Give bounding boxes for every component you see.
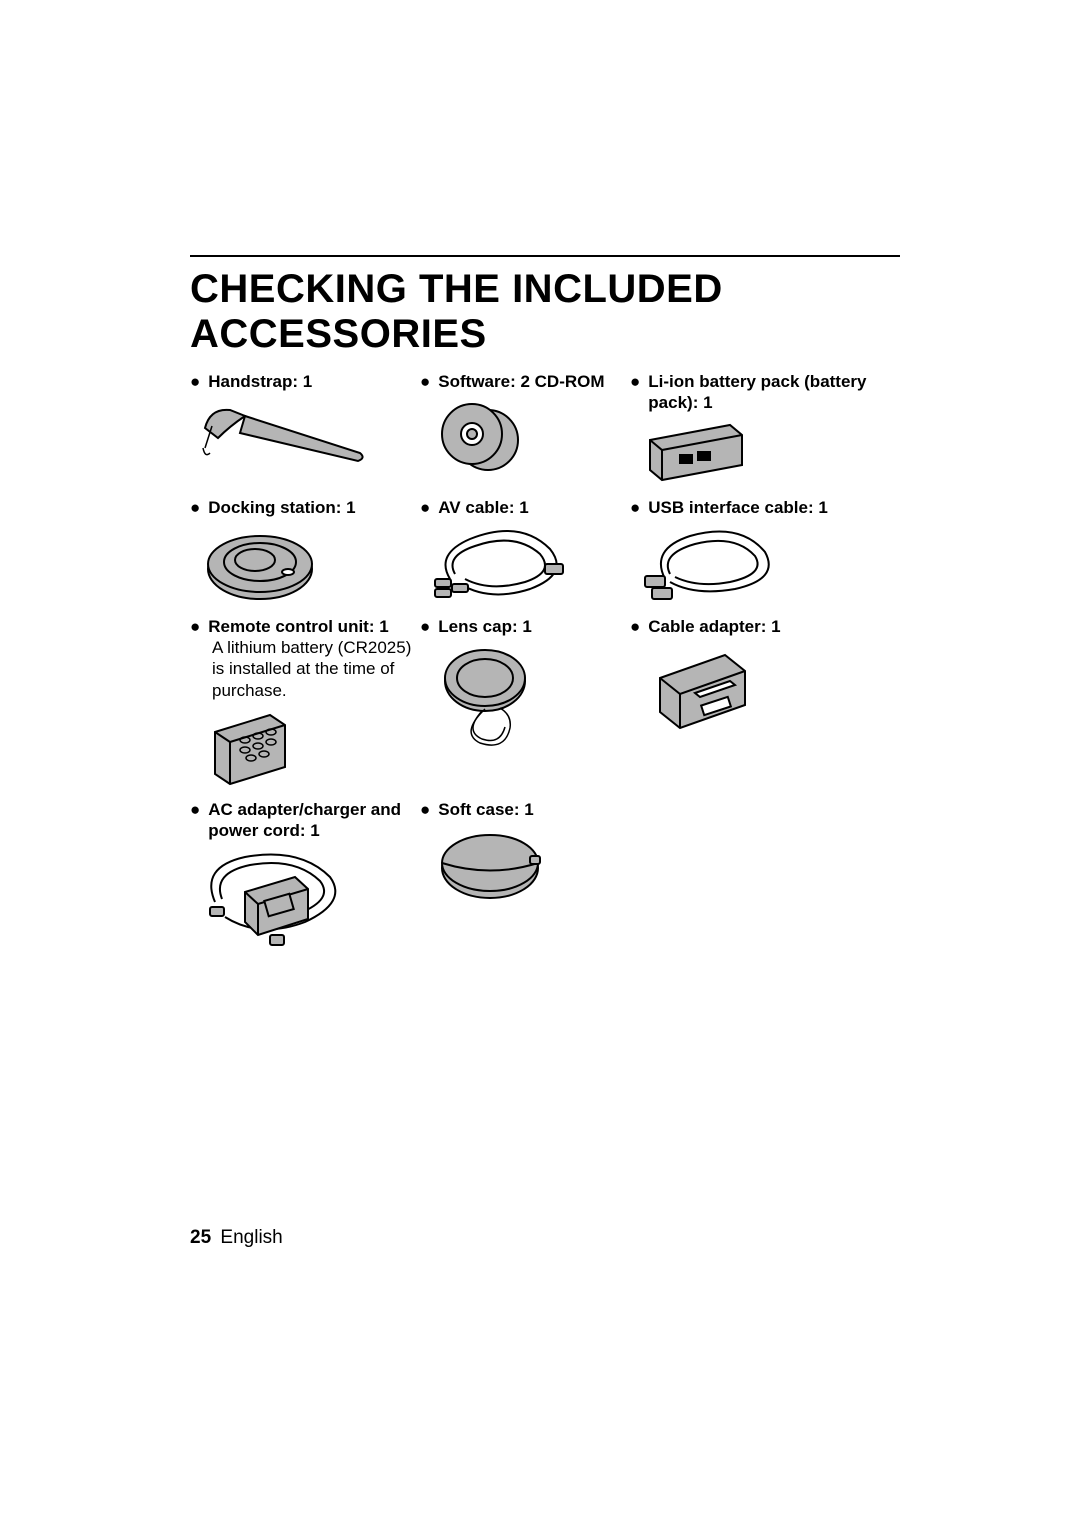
item-label-text: Remote control unit: 1 <box>208 616 388 637</box>
item-label-text: Soft case: 1 <box>438 799 533 820</box>
accessories-grid: ● Handstrap: 1 ● Software: 2 CD-ROM <box>190 371 900 969</box>
item-docking: ● Docking station: 1 <box>190 497 420 604</box>
item-desc: A lithium battery (CR2025) is installed … <box>212 637 420 701</box>
item-label: ● Handstrap: 1 <box>190 371 312 392</box>
illustration-cable-adapter <box>640 643 760 733</box>
item-battery: ● Li-ion battery pack (battery pack): 1 <box>630 371 890 485</box>
item-av-cable: ● AV cable: 1 <box>420 497 630 604</box>
illustration-softcase <box>430 826 550 906</box>
illustration-av-cable <box>430 524 570 604</box>
bullet-icon: ● <box>190 497 200 518</box>
page-title: CHECKING THE INCLUDED ACCESSORIES <box>190 267 900 357</box>
bullet-icon: ● <box>420 799 430 820</box>
item-remote: ● Remote control unit: 1 A lithium batte… <box>190 616 420 787</box>
item-label: ● Remote control unit: 1 <box>190 616 389 637</box>
item-label: ● Lens cap: 1 <box>420 616 532 637</box>
page-language: English <box>220 1227 282 1248</box>
bullet-icon: ● <box>190 371 200 392</box>
illustration-usb-cable <box>640 524 780 604</box>
illustration-ac-adapter <box>200 847 350 957</box>
bullet-icon: ● <box>190 616 200 637</box>
item-label: ● Li-ion battery pack (battery pack): 1 <box>630 371 890 414</box>
illustration-docking <box>200 524 320 604</box>
item-lenscap: ● Lens cap: 1 <box>420 616 630 787</box>
item-label-text: Li-ion battery pack (battery pack): 1 <box>648 371 890 414</box>
item-ac-adapter: ● AC adapter/charger and power cord: 1 <box>190 799 420 958</box>
item-usb-cable: ● USB interface cable: 1 <box>630 497 890 604</box>
item-software: ● Software: 2 CD-ROM <box>420 371 630 485</box>
illustration-lenscap <box>430 643 540 753</box>
bullet-icon: ● <box>630 497 640 518</box>
bullet-icon: ● <box>630 371 640 392</box>
bullet-icon: ● <box>420 497 430 518</box>
title-rule <box>190 255 900 257</box>
item-label-text: AV cable: 1 <box>438 497 528 518</box>
bullet-icon: ● <box>420 371 430 392</box>
item-label: ● AV cable: 1 <box>420 497 529 518</box>
illustration-handstrap <box>200 398 370 468</box>
item-label: ● Soft case: 1 <box>420 799 534 820</box>
item-label: ● Cable adapter: 1 <box>630 616 781 637</box>
item-label-text: Lens cap: 1 <box>438 616 532 637</box>
empty-cell <box>630 799 890 958</box>
illustration-remote <box>200 707 300 787</box>
page-number: 25 <box>190 1227 211 1248</box>
illustration-battery <box>640 420 750 485</box>
illustration-cdrom <box>430 398 530 473</box>
page-footer: 25 English <box>190 1227 283 1249</box>
item-label: ● AC adapter/charger and power cord: 1 <box>190 799 420 842</box>
item-cable-adapter: ● Cable adapter: 1 <box>630 616 890 787</box>
item-label-text: Handstrap: 1 <box>208 371 312 392</box>
item-label: ● USB interface cable: 1 <box>630 497 828 518</box>
item-label-text: Cable adapter: 1 <box>648 616 780 637</box>
bullet-icon: ● <box>630 616 640 637</box>
manual-page: CHECKING THE INCLUDED ACCESSORIES ● Hand… <box>0 0 1080 1529</box>
item-label-text: Docking station: 1 <box>208 497 355 518</box>
item-label-text: Software: 2 CD-ROM <box>438 371 604 392</box>
item-label: ● Docking station: 1 <box>190 497 356 518</box>
bullet-icon: ● <box>420 616 430 637</box>
item-label-text: USB interface cable: 1 <box>648 497 828 518</box>
item-label-text: AC adapter/charger and power cord: 1 <box>208 799 420 842</box>
item-handstrap: ● Handstrap: 1 <box>190 371 420 485</box>
item-label: ● Software: 2 CD-ROM <box>420 371 605 392</box>
item-softcase: ● Soft case: 1 <box>420 799 630 958</box>
bullet-icon: ● <box>190 799 200 820</box>
